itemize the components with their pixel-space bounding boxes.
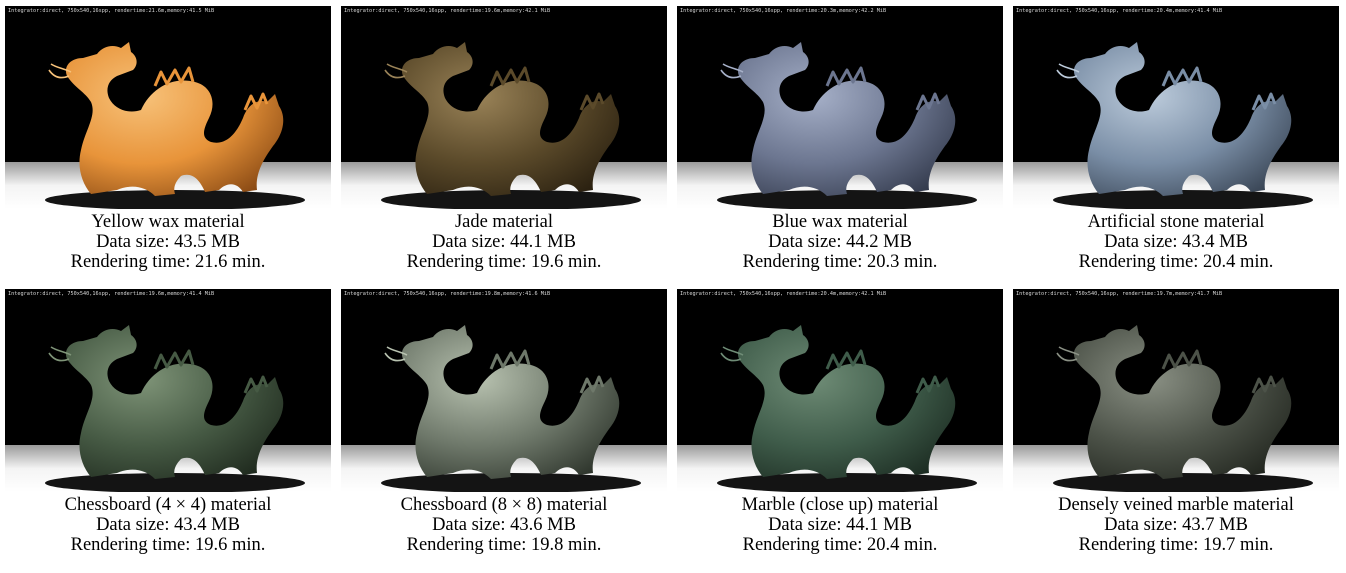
panel-jade: Integrator:direct, 750x540,16spp, render… (336, 6, 672, 272)
material-title: Marble (close up) material (741, 495, 939, 515)
render-info-overlay: Integrator:direct, 750x540,16spp, render… (344, 291, 551, 297)
data-size: Data size: 43.4 MB (96, 515, 240, 535)
rendering-time: Rendering time: 19.8 min. (406, 535, 602, 555)
panel-blue-wax: Integrator:direct, 750x540,16spp, render… (672, 6, 1008, 272)
render-info-overlay: Integrator:direct, 750x540,16spp, render… (8, 291, 215, 297)
render-image: Integrator:direct, 750x540,16spp, render… (1013, 6, 1339, 209)
panel-densely-veined-marble: Integrator:direct, 750x540,16spp, render… (1008, 289, 1344, 555)
data-size: Data size: 43.6 MB (432, 515, 576, 535)
caption: Densely veined marble material Data size… (1008, 495, 1344, 555)
caption: Chessboard (8 × 8) material Data size: 4… (336, 495, 672, 555)
caption: Jade material Data size: 44.1 MB Renderi… (336, 212, 672, 272)
dragon-render (341, 289, 667, 492)
panel-chessboard-4x4: Integrator:direct, 750x540,16spp, render… (0, 289, 336, 555)
panel-marble-close-up: Integrator:direct, 750x540,16spp, render… (672, 289, 1008, 555)
render-info-overlay: Integrator:direct, 750x540,16spp, render… (8, 8, 215, 14)
render-image: Integrator:direct, 750x540,16spp, render… (5, 6, 331, 209)
caption: Artificial stone material Data size: 43.… (1008, 212, 1344, 272)
render-image: Integrator:direct, 750x540,16spp, render… (5, 289, 331, 492)
caption: Chessboard (4 × 4) material Data size: 4… (0, 495, 336, 555)
material-title: Chessboard (4 × 4) material (64, 495, 272, 515)
data-size: Data size: 44.1 MB (768, 515, 912, 535)
rendering-time: Rendering time: 19.6 min. (406, 252, 602, 272)
render-image: Integrator:direct, 750x540,16spp, render… (341, 289, 667, 492)
material-title: Artificial stone material (1087, 212, 1265, 232)
dragon-render (1013, 289, 1339, 492)
caption: Marble (close up) material Data size: 44… (672, 495, 1008, 555)
render-info-overlay: Integrator:direct, 750x540,16spp, render… (344, 8, 551, 14)
material-title: Blue wax material (772, 212, 908, 232)
caption: Blue wax material Data size: 44.2 MB Ren… (672, 212, 1008, 272)
dragon-render (1013, 6, 1339, 209)
render-info-overlay: Integrator:direct, 750x540,16spp, render… (1016, 291, 1223, 297)
render-image: Integrator:direct, 750x540,16spp, render… (677, 289, 1003, 492)
data-size: Data size: 43.7 MB (1104, 515, 1248, 535)
render-image: Integrator:direct, 750x540,16spp, render… (1013, 289, 1339, 492)
material-title: Densely veined marble material (1058, 495, 1294, 515)
rendering-time: Rendering time: 20.3 min. (742, 252, 938, 272)
material-title: Yellow wax material (91, 212, 245, 232)
data-size: Data size: 44.1 MB (432, 232, 576, 252)
rendering-time: Rendering time: 20.4 min. (1078, 252, 1274, 272)
rendering-time: Rendering time: 19.6 min. (70, 535, 266, 555)
caption: Yellow wax material Data size: 43.5 MB R… (0, 212, 336, 272)
dragon-render (677, 289, 1003, 492)
panel-yellow-wax: Integrator:direct, 750x540,16spp, render… (0, 6, 336, 272)
render-info-overlay: Integrator:direct, 750x540,16spp, render… (680, 8, 887, 14)
dragon-render (341, 6, 667, 209)
data-size: Data size: 43.4 MB (1104, 232, 1248, 252)
data-size: Data size: 43.5 MB (96, 232, 240, 252)
rendering-time: Rendering time: 20.4 min. (742, 535, 938, 555)
render-image: Integrator:direct, 750x540,16spp, render… (341, 6, 667, 209)
material-title: Jade material (454, 212, 554, 232)
render-info-overlay: Integrator:direct, 750x540,16spp, render… (1016, 8, 1223, 14)
dragon-render (5, 289, 331, 492)
dragon-render (5, 6, 331, 209)
panel-artificial-stone: Integrator:direct, 750x540,16spp, render… (1008, 6, 1344, 272)
render-info-overlay: Integrator:direct, 750x540,16spp, render… (680, 291, 887, 297)
rendering-time: Rendering time: 21.6 min. (70, 252, 266, 272)
dragon-render (677, 6, 1003, 209)
data-size: Data size: 44.2 MB (768, 232, 912, 252)
rendering-time: Rendering time: 19.7 min. (1078, 535, 1274, 555)
render-image: Integrator:direct, 750x540,16spp, render… (677, 6, 1003, 209)
material-title: Chessboard (8 × 8) material (400, 495, 608, 515)
panel-chessboard-8x8: Integrator:direct, 750x540,16spp, render… (336, 289, 672, 555)
